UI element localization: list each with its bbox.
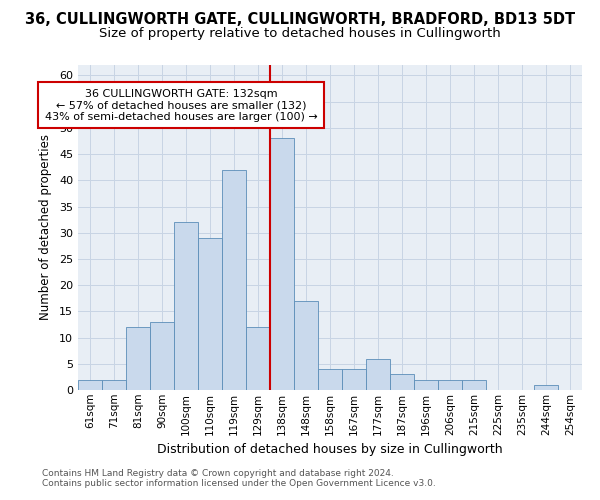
X-axis label: Distribution of detached houses by size in Cullingworth: Distribution of detached houses by size … <box>157 443 503 456</box>
Bar <box>222 170 246 390</box>
Bar <box>462 380 486 390</box>
Bar <box>294 301 318 390</box>
Bar <box>126 327 150 390</box>
Bar <box>318 369 342 390</box>
Bar <box>102 380 126 390</box>
Bar <box>174 222 198 390</box>
Bar <box>270 138 294 390</box>
Bar <box>78 380 102 390</box>
Text: 36 CULLINGWORTH GATE: 132sqm
← 57% of detached houses are smaller (132)
43% of s: 36 CULLINGWORTH GATE: 132sqm ← 57% of de… <box>45 88 317 122</box>
Text: Size of property relative to detached houses in Cullingworth: Size of property relative to detached ho… <box>99 28 501 40</box>
Bar <box>534 385 558 390</box>
Bar <box>198 238 222 390</box>
Text: 36, CULLINGWORTH GATE, CULLINGWORTH, BRADFORD, BD13 5DT: 36, CULLINGWORTH GATE, CULLINGWORTH, BRA… <box>25 12 575 28</box>
Y-axis label: Number of detached properties: Number of detached properties <box>39 134 52 320</box>
Bar <box>246 327 270 390</box>
Text: Contains public sector information licensed under the Open Government Licence v3: Contains public sector information licen… <box>42 478 436 488</box>
Bar <box>414 380 438 390</box>
Bar <box>366 358 390 390</box>
Text: Contains HM Land Registry data © Crown copyright and database right 2024.: Contains HM Land Registry data © Crown c… <box>42 468 394 477</box>
Bar <box>390 374 414 390</box>
Bar <box>342 369 366 390</box>
Bar <box>438 380 462 390</box>
Bar <box>150 322 174 390</box>
